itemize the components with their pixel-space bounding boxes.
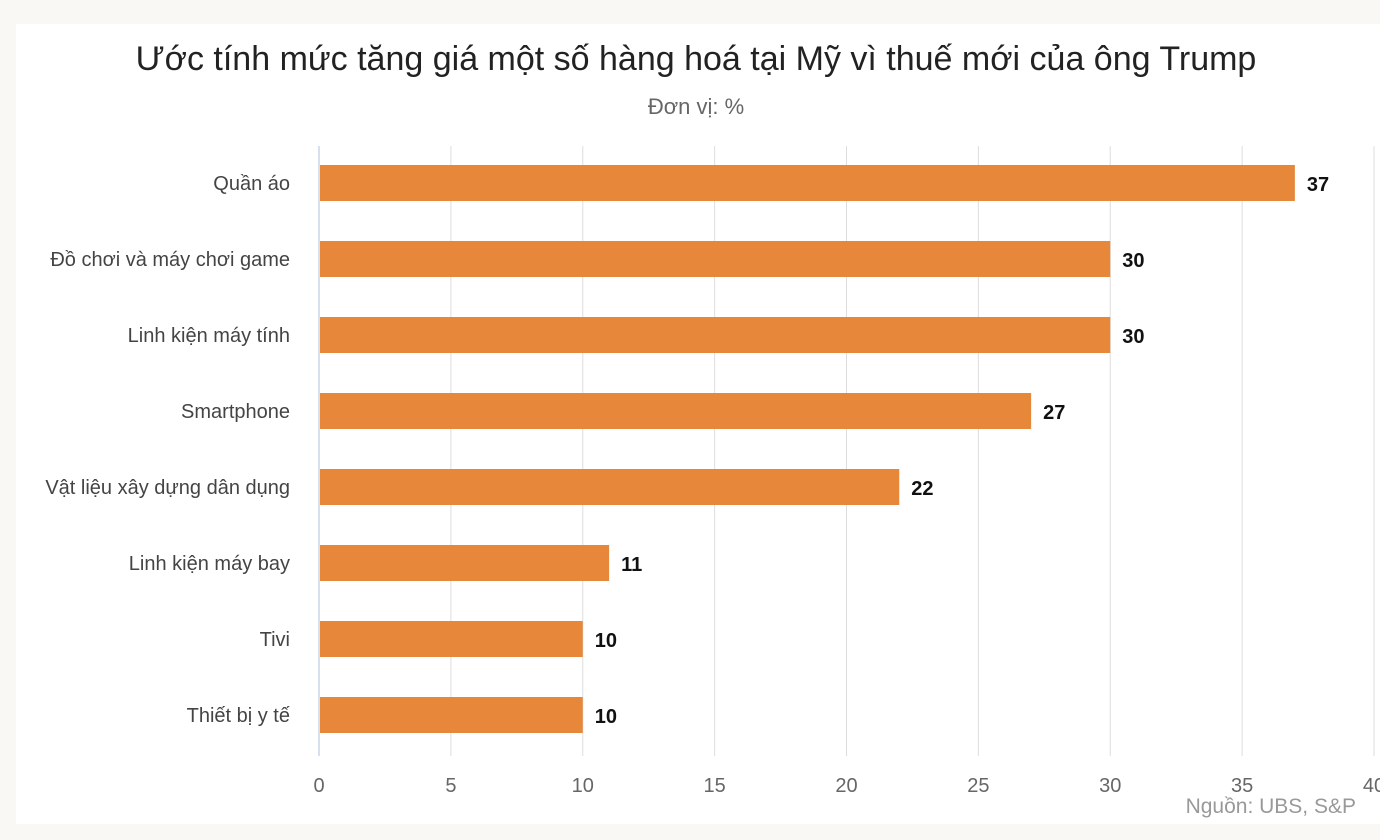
value-label: 10 bbox=[595, 706, 617, 728]
x-tick-label: 25 bbox=[967, 775, 989, 797]
x-tick-label: 30 bbox=[1099, 775, 1121, 797]
chart-title: Ước tính mức tăng giá một số hàng hoá tạ… bbox=[135, 40, 1257, 78]
value-label: 37 bbox=[1307, 174, 1329, 196]
bar bbox=[320, 545, 610, 581]
value-label: 11 bbox=[621, 554, 642, 576]
chart-subtitle: Đơn vị: % bbox=[647, 94, 745, 119]
value-label: 30 bbox=[1122, 326, 1144, 348]
x-tick-label: 15 bbox=[704, 775, 726, 797]
category-labels: Quần áo Đồ chơi và máy chơi game Linh kiện… bbox=[45, 173, 290, 727]
category-label: Linh kiện máy bay bbox=[129, 553, 290, 575]
category-label: Smartphone bbox=[181, 401, 290, 423]
value-label: 30 bbox=[1122, 250, 1144, 272]
bar bbox=[320, 469, 900, 505]
bar bbox=[320, 697, 583, 733]
x-tick-label: 10 bbox=[572, 775, 594, 797]
bar bbox=[320, 621, 583, 657]
bar bbox=[320, 317, 1111, 353]
category-label: Đồ chơi và máy chơi game bbox=[50, 249, 290, 271]
chart-source: Nguồn: UBS, S&P bbox=[1185, 795, 1356, 818]
category-label: Linh kiện máy tính bbox=[128, 325, 290, 347]
bar bbox=[320, 393, 1032, 429]
bars bbox=[320, 165, 1295, 733]
x-tick-label: 5 bbox=[445, 775, 456, 797]
x-tick-labels: 0 5 10 15 20 25 30 35 40 bbox=[313, 775, 1380, 797]
x-tick-label: 20 bbox=[835, 775, 857, 797]
category-label: Quần áo bbox=[213, 173, 290, 195]
x-tick-label: 40 bbox=[1363, 775, 1380, 797]
value-label: 22 bbox=[911, 478, 933, 500]
gridlines bbox=[450, 146, 1375, 756]
bar bbox=[320, 165, 1295, 201]
category-label: Vật liệu xây dựng dân dụng bbox=[45, 477, 290, 499]
category-label: Thiết bị y tế bbox=[187, 705, 290, 727]
value-label: 10 bbox=[595, 630, 617, 652]
bar bbox=[320, 241, 1111, 277]
category-label: Tivi bbox=[260, 629, 290, 651]
x-tick-label: 0 bbox=[313, 775, 324, 797]
value-label: 27 bbox=[1043, 402, 1065, 424]
value-labels: 37 30 30 27 22 11 10 10 bbox=[595, 174, 1329, 728]
x-tick-label: 35 bbox=[1231, 775, 1253, 797]
